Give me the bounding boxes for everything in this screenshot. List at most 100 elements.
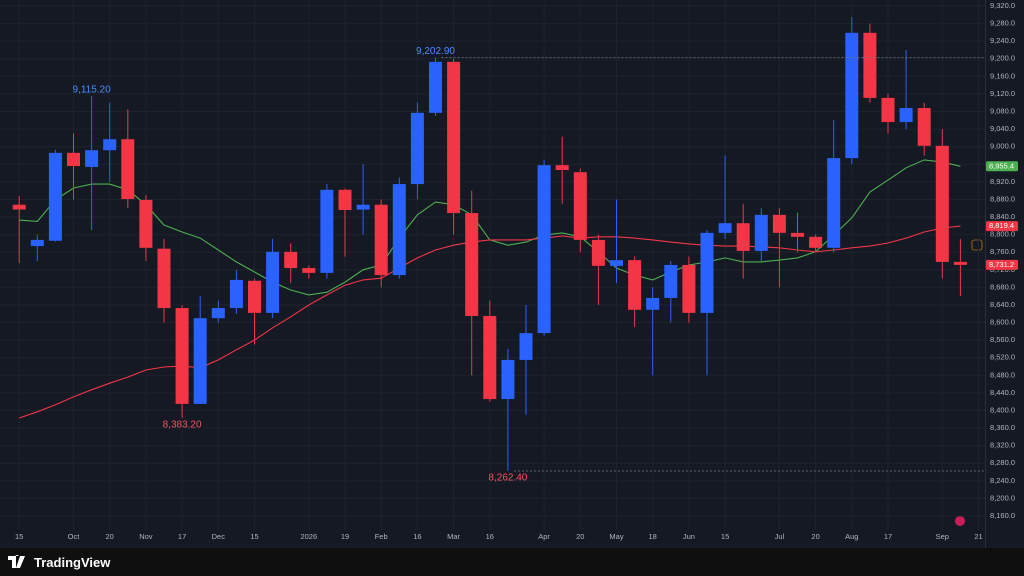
candle-body <box>555 165 569 170</box>
x-tick-label: 17 <box>884 532 892 541</box>
candle-body <box>736 223 750 251</box>
candle-body <box>211 308 225 319</box>
candle-body <box>284 251 298 269</box>
price-badge <box>986 161 1018 172</box>
candle-body <box>754 214 768 251</box>
y-tick-label: 8,400.0 <box>990 405 1015 414</box>
candle-body <box>374 204 388 276</box>
candle-body <box>266 251 280 313</box>
x-tick-label: 16 <box>486 532 494 541</box>
price-badge-label: 8,819.4 <box>989 221 1014 230</box>
x-tick-label: 15 <box>15 532 23 541</box>
candle-body <box>501 359 515 400</box>
x-tick-label: Dec <box>212 532 226 541</box>
y-tick-label: 8,800.0 <box>990 230 1015 239</box>
x-tick-label: 19 <box>341 532 349 541</box>
candle-body <box>85 150 99 167</box>
x-tick-label: 16 <box>413 532 421 541</box>
candle-body <box>845 32 859 159</box>
candle-body <box>410 112 424 185</box>
candle-body <box>881 97 895 123</box>
y-tick-label: 9,080.0 <box>990 107 1015 116</box>
y-tick-label: 8,360.0 <box>990 423 1015 432</box>
candle-body <box>772 214 786 233</box>
y-tick-label: 8,440.0 <box>990 388 1015 397</box>
brand: TradingView <box>34 554 111 570</box>
price-badge <box>986 259 1018 270</box>
y-tick-label: 8,920.0 <box>990 177 1015 186</box>
y-tick-label: 8,760.0 <box>990 247 1015 256</box>
logo-icon <box>8 555 25 568</box>
y-tick-label: 9,320.0 <box>990 1 1015 10</box>
y-tick-label: 9,120.0 <box>990 89 1015 98</box>
x-tick-label: Mar <box>447 532 460 541</box>
candle-body <box>827 158 841 248</box>
candle-body <box>465 213 479 316</box>
dividend-badge[interactable] <box>971 239 983 251</box>
x-tick-label: Jul <box>775 532 785 541</box>
y-tick-label: 8,280.0 <box>990 458 1015 467</box>
y-tick-label: 8,200.0 <box>990 493 1015 502</box>
events-icon[interactable] <box>955 516 965 526</box>
x-tick-label: Apr <box>538 532 550 541</box>
candle-body <box>537 165 551 334</box>
footer: TradingView <box>0 548 1024 576</box>
x-tick-label: Sep <box>936 532 949 541</box>
candle-body <box>682 264 696 313</box>
x-tick-label: 15 <box>721 532 729 541</box>
candle-body <box>302 268 316 273</box>
y-tick-label: 9,240.0 <box>990 36 1015 45</box>
x-tick-label: Oct <box>68 532 81 541</box>
x-tick-label: 20 <box>576 532 584 541</box>
candle-body <box>338 189 352 211</box>
x-tick-label: Aug <box>845 532 858 541</box>
y-tick-label: 8,240.0 <box>990 476 1015 485</box>
chart: 8,160.0 8,200.0 8,240.0 8,280.0 8,320.0 8,360… <box>0 0 1024 548</box>
candle-body <box>248 280 261 313</box>
candle-body <box>30 239 44 247</box>
y-tick-label: 9,280.0 <box>990 19 1015 28</box>
candle-body <box>917 108 931 146</box>
candle-body <box>863 32 877 98</box>
candle-body <box>519 333 533 360</box>
candle-body <box>573 172 587 240</box>
y-tick-label: 8,480.0 <box>990 370 1015 379</box>
candle-body <box>664 264 678 298</box>
candle-body <box>700 232 714 313</box>
y-tick-label: 8,880.0 <box>990 194 1015 203</box>
y-tick-label: 8,520.0 <box>990 353 1015 362</box>
price-badge-label: 8,955.4 <box>989 161 1014 170</box>
y-tick-label: 8,560.0 <box>990 335 1015 344</box>
candle-body <box>646 297 660 310</box>
x-tick-label: May <box>609 532 623 541</box>
candle-body <box>67 152 80 167</box>
candle-body <box>356 204 370 210</box>
x-tick-label: 17 <box>178 532 186 541</box>
candle-body <box>899 108 913 123</box>
y-tick-label: 8,320.0 <box>990 441 1015 450</box>
candle-body <box>320 189 334 273</box>
candle-body <box>229 279 243 309</box>
candle-body <box>103 139 117 151</box>
candle-body <box>953 261 967 265</box>
candle-body <box>718 223 732 233</box>
x-tick-label: Feb <box>375 532 388 541</box>
price-badge <box>986 221 1018 232</box>
candle-body <box>791 232 804 237</box>
extreme-label: 9,202.90 <box>416 46 455 57</box>
extreme-label: 8,383.20 <box>163 420 202 431</box>
x-tick-label: 21 <box>974 532 982 541</box>
candle-body <box>121 139 135 200</box>
y-tick-label: 8,680.0 <box>990 282 1015 291</box>
x-tick-label: 20 <box>811 532 819 541</box>
candle-body <box>591 239 605 266</box>
y-tick-label: 8,160.0 <box>990 511 1015 520</box>
candle-body <box>157 248 171 309</box>
candle-body <box>48 152 62 241</box>
extreme-label: 9,115.20 <box>73 85 112 96</box>
x-tick-label: 2026 <box>300 532 317 541</box>
candle-body <box>610 260 623 266</box>
x-tick-label: 20 <box>106 532 114 541</box>
x-tick-label: 18 <box>649 532 657 541</box>
